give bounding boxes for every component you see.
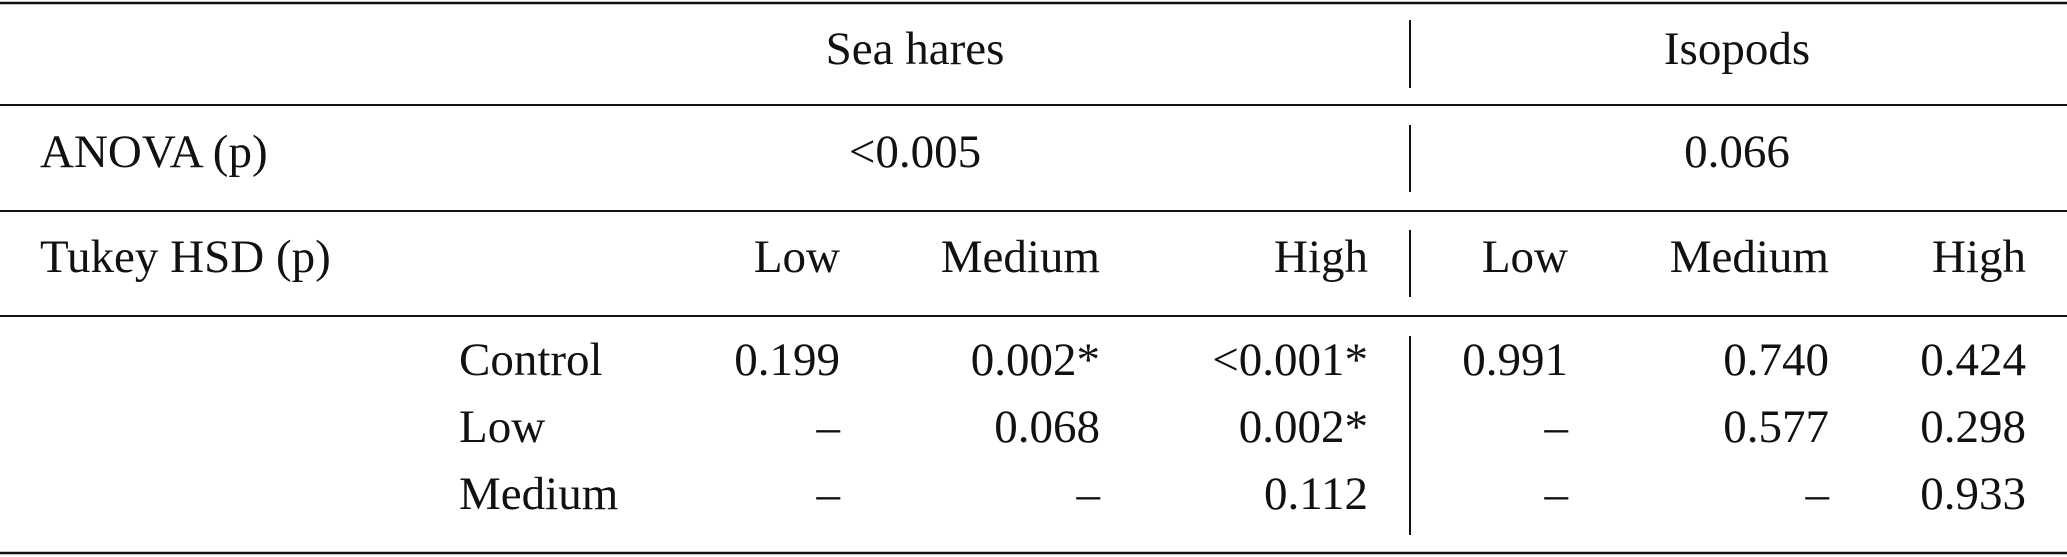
cell: – bbox=[816, 468, 841, 520]
column-header: Low bbox=[1482, 231, 1568, 283]
cell: – bbox=[1544, 468, 1569, 520]
column-header: Medium bbox=[941, 231, 1100, 283]
cell: – bbox=[1805, 468, 1830, 520]
column-header: Medium bbox=[1670, 231, 1829, 283]
row-label: Low bbox=[459, 401, 545, 453]
cell: – bbox=[1076, 468, 1101, 520]
cell: 0.424 bbox=[1920, 334, 2026, 386]
row-label: ANOVA (p) bbox=[40, 126, 268, 178]
cell: – bbox=[1544, 401, 1569, 453]
cell: 0.740 bbox=[1723, 334, 1829, 386]
cell: – bbox=[816, 401, 841, 453]
row-label: Tukey HSD (p) bbox=[40, 231, 331, 283]
group-header: Isopods bbox=[1664, 23, 1810, 75]
column-header: Low bbox=[754, 231, 840, 283]
cell: 0.199 bbox=[734, 334, 840, 386]
cell: 0.933 bbox=[1920, 468, 2026, 520]
group-header: Sea hares bbox=[826, 23, 1005, 75]
anova-value: <0.005 bbox=[849, 126, 981, 178]
cell: 0.991 bbox=[1462, 334, 1568, 386]
cell: <0.001* bbox=[1212, 334, 1368, 386]
cell: 0.112 bbox=[1264, 468, 1368, 520]
cell: 0.002* bbox=[971, 334, 1100, 386]
cell: 0.298 bbox=[1920, 401, 2026, 453]
row-label: Control bbox=[459, 334, 603, 386]
anova-value: 0.066 bbox=[1684, 126, 1790, 178]
row-label: Medium bbox=[459, 468, 618, 520]
cell: 0.068 bbox=[994, 401, 1100, 453]
cell: 0.002* bbox=[1239, 401, 1368, 453]
column-header: High bbox=[1932, 231, 2026, 283]
column-header: High bbox=[1274, 231, 1368, 283]
cell: 0.577 bbox=[1723, 401, 1829, 453]
